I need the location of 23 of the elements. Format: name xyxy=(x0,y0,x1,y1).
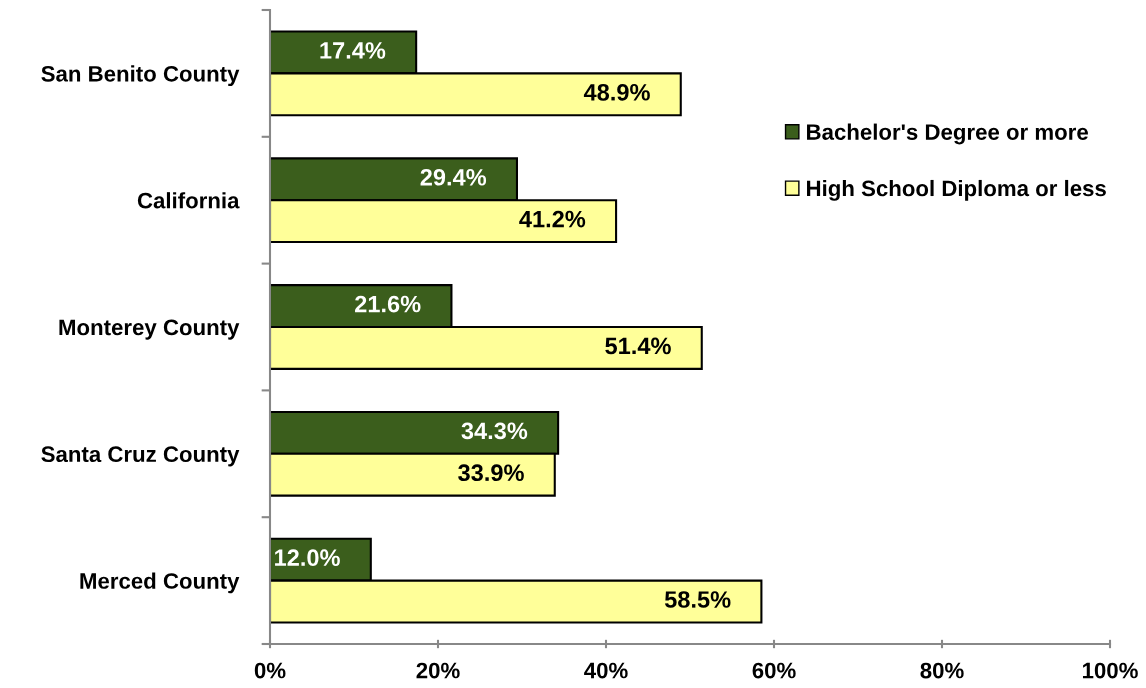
y-tick-label: California xyxy=(137,192,240,209)
y-tick-label: Santa Cruz County xyxy=(41,446,240,467)
data-label: 33.9% xyxy=(458,464,524,482)
x-tick-label: 20% xyxy=(416,662,460,679)
x-tick-label: 0% xyxy=(254,662,286,679)
x-tick-label: 40% xyxy=(584,662,628,679)
data-label: 51.4% xyxy=(605,337,671,355)
data-label: 29.4% xyxy=(420,168,487,186)
data-label: 41.2% xyxy=(519,210,586,228)
y-tick-label: Merced County xyxy=(80,572,240,594)
data-label: 48.9% xyxy=(583,83,650,101)
y-tick-label: Monterey County xyxy=(59,319,240,340)
data-label: 12.0% xyxy=(275,549,340,567)
data-label: 34.3% xyxy=(461,422,528,440)
x-tick-label: 60% xyxy=(752,662,796,679)
x-tick-label: 80% xyxy=(920,662,964,679)
data-label: 58.5% xyxy=(664,591,731,608)
data-label: 21.6% xyxy=(355,295,421,313)
x-tick-label: 100% xyxy=(1082,662,1138,679)
legend-label: High School Diploma or less xyxy=(807,179,1106,201)
y-tick-label: San Benito County xyxy=(41,65,240,87)
legend-label: Bachelor's Degree or more xyxy=(807,123,1088,145)
data-label: 17.4% xyxy=(320,42,386,59)
